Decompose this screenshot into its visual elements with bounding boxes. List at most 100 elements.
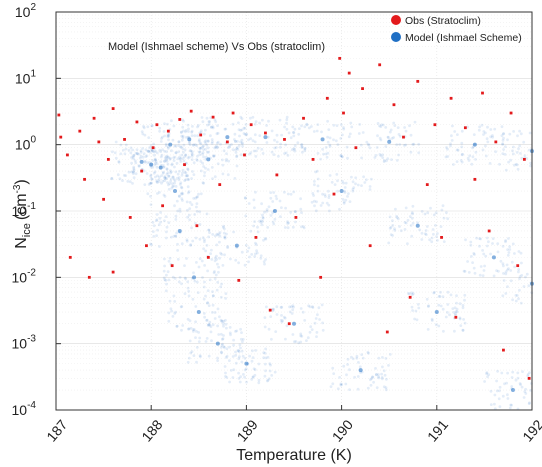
model-cloud-point: [168, 182, 172, 186]
model-cloud-point: [455, 148, 459, 152]
model-cloud-point: [318, 318, 321, 321]
model-cloud-point: [383, 373, 387, 377]
model-cloud-point: [523, 390, 527, 393]
model-cloud-point: [438, 294, 442, 298]
model-cloud-point: [359, 143, 363, 147]
obs-point: [123, 138, 126, 141]
model-cloud-point: [473, 271, 477, 275]
model-cloud-point: [314, 317, 318, 320]
model-cloud-point: [195, 205, 198, 209]
model-cloud-point: [167, 183, 170, 187]
model-cloud-point: [395, 216, 399, 220]
model-cloud-point: [169, 307, 173, 311]
model-cloud-point: [265, 124, 268, 127]
model-cloud-point: [264, 237, 268, 241]
model-cloud-point: [324, 195, 327, 198]
model-cloud-point: [506, 397, 510, 400]
model-cloud-point: [528, 371, 531, 374]
model-cloud-point: [173, 277, 177, 280]
model-cloud-point: [305, 123, 309, 127]
model-cloud-point: [260, 147, 264, 151]
model-cloud-point: [172, 124, 176, 128]
model-cloud-point: [467, 159, 471, 162]
model-cloud-point: [187, 327, 191, 331]
model-point: [320, 137, 325, 142]
model-cloud-point: [204, 166, 207, 170]
model-cloud-point: [410, 234, 414, 238]
model-cloud-point: [496, 250, 500, 254]
model-cloud-point: [161, 171, 165, 175]
model-cloud-point: [367, 351, 370, 355]
model-cloud-point: [496, 369, 499, 373]
obs-point: [342, 111, 345, 115]
model-cloud-point: [263, 210, 266, 214]
model-cloud-point: [509, 279, 513, 283]
model-cloud-point: [153, 153, 156, 157]
model-cloud-point: [169, 179, 173, 183]
model-cloud-point: [178, 210, 182, 213]
model-cloud-point: [287, 131, 291, 135]
model-cloud-point: [254, 149, 258, 153]
model-cloud-point: [204, 294, 207, 298]
model-cloud-point: [165, 160, 169, 163]
y-tick-label: 10-4: [12, 400, 37, 418]
model-cloud-point: [425, 297, 429, 301]
model-cloud-point: [424, 229, 428, 232]
model-cloud-point: [487, 240, 490, 244]
model-cloud-point: [441, 307, 445, 311]
model-cloud-point: [186, 208, 189, 212]
model-cloud-point: [155, 234, 159, 238]
model-cloud-point: [446, 290, 450, 294]
model-cloud-point: [484, 154, 488, 158]
model-cloud-point: [176, 172, 180, 176]
model-cloud-point: [233, 177, 237, 180]
model-cloud-point: [293, 210, 297, 214]
model-cloud-point: [504, 168, 508, 172]
model-cloud-point: [313, 183, 316, 187]
model-cloud-point: [226, 246, 230, 250]
model-cloud-point: [491, 242, 494, 245]
obs-point: [249, 123, 253, 127]
model-cloud-point: [239, 153, 243, 157]
model-cloud-point: [132, 165, 136, 169]
model-cloud-point: [186, 123, 190, 127]
model-cloud-point: [232, 368, 236, 372]
model-cloud-point: [158, 191, 161, 194]
model-cloud-point: [237, 144, 241, 147]
model-cloud-point: [225, 232, 228, 236]
model-cloud-point: [143, 183, 147, 187]
model-cloud-point: [201, 145, 205, 149]
model-cloud-point: [398, 225, 401, 228]
model-cloud-point: [152, 235, 156, 238]
model-cloud-point: [191, 239, 195, 243]
model-cloud-point: [502, 148, 505, 151]
model-cloud-point: [346, 156, 349, 160]
model-cloud-point: [197, 331, 201, 334]
model-cloud-point: [173, 179, 177, 183]
model-cloud-point: [205, 143, 209, 147]
model-cloud-point: [203, 240, 206, 244]
model-cloud-point: [510, 376, 514, 379]
model-cloud-point: [158, 216, 162, 220]
model-cloud-point: [434, 211, 438, 215]
model-cloud-point: [165, 273, 168, 277]
model-cloud-point: [181, 171, 184, 175]
model-cloud-point: [212, 154, 215, 158]
obs-point: [287, 322, 291, 326]
model-cloud-point: [204, 155, 208, 159]
model-cloud-point: [380, 377, 384, 381]
model-cloud-point: [344, 181, 348, 185]
model-cloud-point: [297, 341, 301, 345]
model-cloud-point: [266, 378, 270, 382]
model-cloud-point: [388, 353, 392, 356]
model-cloud-point: [149, 173, 153, 177]
model-cloud-point: [411, 221, 415, 225]
obs-point: [361, 87, 364, 91]
model-cloud-point: [210, 339, 213, 343]
model-cloud-point: [181, 125, 185, 129]
obs-point: [416, 79, 420, 83]
model-cloud-point: [280, 206, 283, 210]
model-cloud-point: [180, 191, 184, 195]
model-cloud-point: [180, 173, 184, 177]
model-cloud-point: [466, 260, 469, 263]
